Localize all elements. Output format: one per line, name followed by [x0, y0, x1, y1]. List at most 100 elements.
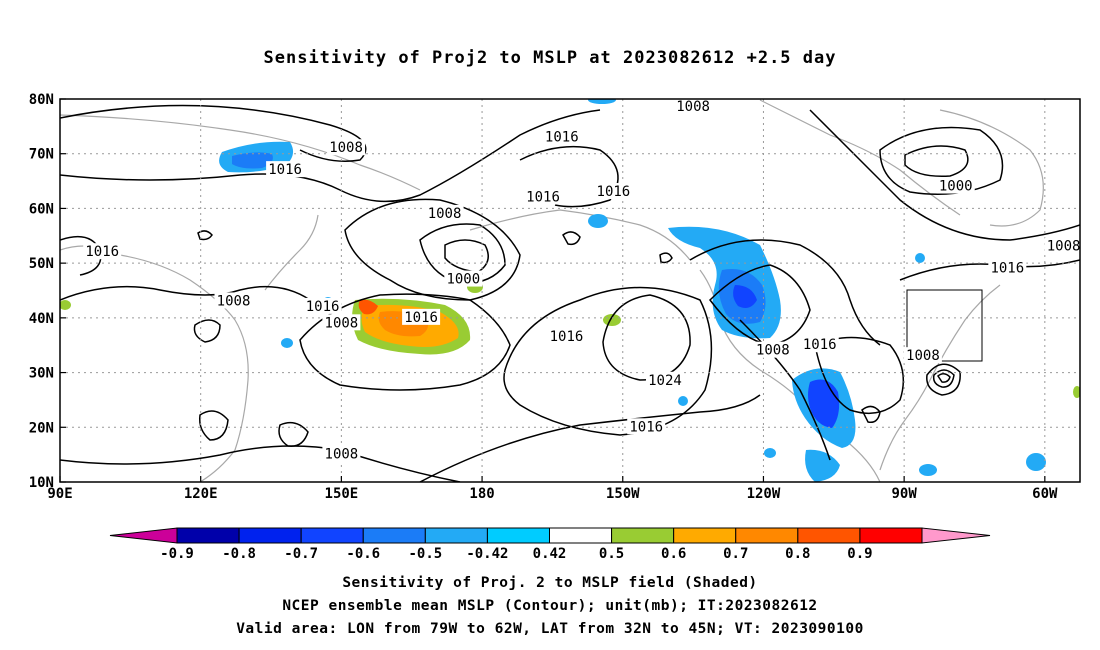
contour-label: 1016 — [85, 244, 119, 260]
lat-label: 60N — [29, 201, 54, 217]
coast-greenland — [939, 109, 1044, 227]
contour-atlantic-hurricane-2 — [937, 373, 951, 383]
contour-1016-north — [60, 109, 601, 203]
caption-line-2: NCEP ensemble mean MSLP (Contour); unit(… — [282, 598, 818, 614]
contour-1000-aleutian — [444, 239, 489, 273]
lat-label: 50N — [29, 256, 54, 272]
contour-label: 1016 — [629, 419, 663, 435]
coast-alaska — [469, 209, 691, 261]
contour-small-low-5 — [278, 421, 309, 447]
colorbar-underflow — [109, 527, 178, 544]
contour-1008-asia — [60, 285, 311, 301]
contour-label: 1008 — [329, 140, 363, 156]
caption-line-3: Valid area: LON from 79W to 62W, LAT fro… — [236, 621, 864, 637]
shade-small-5 — [281, 338, 293, 348]
contour-label-bg — [524, 188, 563, 205]
contour-label: 1016 — [990, 261, 1024, 277]
contour-label-bg — [936, 177, 975, 194]
contour-small-low-4 — [659, 252, 673, 264]
gridlines — [60, 99, 1080, 482]
contour-small-low-3 — [197, 230, 213, 241]
colorbar-bin — [300, 527, 364, 544]
contour-label: 1008 — [906, 348, 940, 364]
shade-pacific-peak — [358, 299, 378, 315]
caption-line-1: Sensitivity of Proj. 2 to MSLP field (Sh… — [342, 575, 758, 591]
shade-small-11 — [1073, 386, 1080, 398]
contour-label-bg — [753, 341, 792, 358]
contour-1008-na — [709, 264, 811, 346]
shade-small-7 — [588, 99, 616, 104]
contour-1008-gulf — [814, 336, 905, 415]
contour-label-bg — [214, 292, 253, 309]
valid-area-box — [906, 289, 983, 362]
contour-label-bg — [627, 418, 666, 435]
contour-1008-aleutian — [419, 223, 506, 284]
shade-mexico-south — [805, 449, 840, 482]
shade-small-2 — [603, 314, 621, 326]
contour-label: 1016 — [550, 329, 584, 345]
colorbar: -0.9 -0.8 -0.7 -0.6 -0.5 -0.42 0.42 0.5 0.6 0.7 0.… — [109, 527, 991, 562]
contour-1008-arctic — [60, 104, 367, 162]
contour-label-bg — [327, 139, 366, 156]
contour-label: 1016 — [306, 299, 340, 315]
contour-label: 1024 — [648, 373, 682, 389]
shade-small-3 — [588, 214, 608, 228]
lon-label: 120E — [184, 486, 218, 502]
shade-small-9 — [678, 396, 688, 406]
lon-label: 60W — [1032, 486, 1058, 502]
contour-label: 1000 — [446, 272, 480, 288]
colorbar-label: 0.9 — [847, 546, 872, 562]
contour-1008-aleutian-outer — [344, 198, 521, 301]
contour-1008-south — [60, 445, 461, 482]
contour-label-bg — [402, 308, 441, 325]
contour-atlantic-hurricane-3 — [926, 363, 961, 396]
contour-label-bg — [645, 371, 684, 388]
contour-small-low-1 — [861, 405, 881, 424]
colorbar-label: -0.7 — [284, 546, 318, 562]
mslp-contours — [60, 104, 1080, 482]
lat-label: 80N — [29, 92, 54, 108]
contour-1000-greenland — [879, 126, 1004, 196]
colorbar-label: -0.42 — [466, 546, 508, 562]
contour-label-bg — [542, 128, 581, 145]
contour-label: 1016 — [803, 337, 837, 353]
lon-label: 90E — [47, 486, 72, 502]
contour-1016-west-pacific — [299, 293, 511, 391]
shade-small-13 — [764, 448, 776, 458]
colorbar-label: -0.5 — [408, 546, 442, 562]
lon-label: 120W — [747, 486, 781, 502]
contour-label: 1008 — [428, 206, 462, 222]
coast-japan — [264, 214, 319, 291]
contour-label-bg — [988, 259, 1027, 276]
shade-small-12 — [915, 253, 925, 263]
colorbar-bin — [238, 527, 302, 544]
contour-1024-pacific-high — [602, 294, 691, 381]
contour-label: 1008 — [676, 99, 710, 115]
contour-label: 1016 — [545, 129, 579, 145]
lon-label: 180 — [469, 486, 494, 502]
contour-label-bg — [83, 243, 122, 260]
coast-siberia — [60, 114, 421, 191]
contour-atlantic-hurricane-1 — [932, 369, 955, 388]
contour-label: 1008 — [325, 447, 359, 463]
contour-label-bg — [322, 445, 361, 462]
shade-small-10 — [60, 300, 71, 310]
shade-na-west-peak — [733, 285, 757, 308]
contour-label: 1016 — [404, 310, 438, 326]
contour-label: 1008 — [325, 315, 359, 331]
colorbar-bin — [549, 527, 613, 544]
colorbar-overflow — [921, 527, 991, 544]
colorbar-bin — [424, 527, 488, 544]
lat-label: 20N — [29, 420, 54, 436]
contour-992-greenland — [904, 145, 969, 178]
lon-label: 90W — [891, 486, 917, 502]
contour-label: 1008 — [756, 343, 790, 359]
colorbar-label: 0.7 — [723, 546, 748, 562]
contour-label-bg — [594, 183, 633, 200]
shade-okhotsk-core — [232, 152, 273, 169]
contour-small-low-2 — [562, 231, 581, 246]
colorbar-bin — [176, 527, 240, 544]
colorbar-label: -0.8 — [222, 546, 256, 562]
